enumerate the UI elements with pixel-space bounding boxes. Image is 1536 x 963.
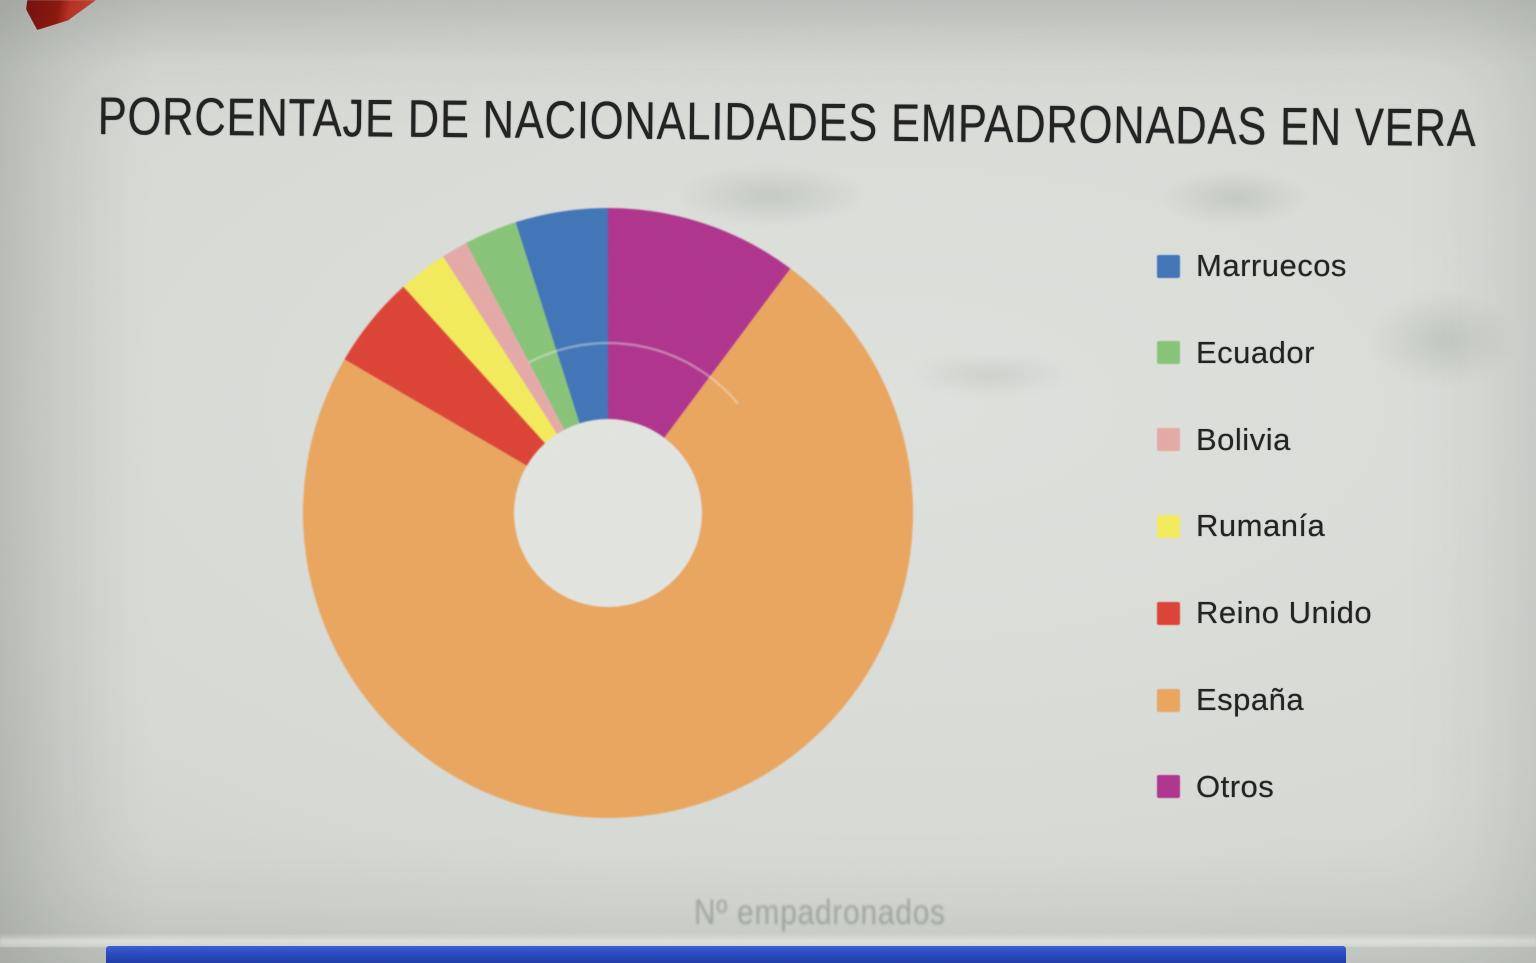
bleed-through-smudge [1160, 170, 1310, 225]
legend-label: Bolivia [1196, 421, 1291, 457]
bleed-through-smudge [1368, 292, 1518, 387]
photo-bottom-light-band [0, 933, 1536, 947]
legend-label: Rumanía [1196, 508, 1326, 544]
bleed-through-ghost-text: Nº empadronados [694, 893, 946, 932]
legend-item-marruecos: Marruecos [1157, 240, 1347, 292]
legend-label: España [1196, 682, 1305, 717]
bottom-blue-bar [106, 946, 1346, 963]
legend-swatch-reino-unido [1157, 601, 1180, 625]
legend-label: Reino Unido [1196, 595, 1373, 631]
legend-item-otros: Otros [1157, 761, 1274, 813]
legend-swatch-marruecos [1157, 254, 1180, 278]
legend-item-ecuador: Ecuador [1157, 327, 1315, 379]
chart-title: PORCENTAJE DE NACIONALIDADES EMPADRONADA… [97, 86, 1477, 159]
legend-item-bolivia: Bolivia [1157, 414, 1291, 466]
legend-item-reino-unido: Reino Unido [1157, 587, 1372, 639]
legend-swatch-otros [1157, 775, 1180, 799]
donut-chart [303, 207, 914, 818]
bleed-through-smudge [905, 352, 1075, 397]
legend-swatch-ecuador [1157, 341, 1180, 365]
legend-swatch-espa-a [1157, 688, 1180, 712]
legend-swatch-bolivia [1157, 428, 1180, 452]
legend-item-espa-a: España [1157, 674, 1304, 726]
legend-swatch-ruman-a [1157, 514, 1180, 538]
red-corner-ribbon-artifact [26, 0, 96, 30]
legend-label: Marruecos [1196, 248, 1347, 283]
legend-label: Ecuador [1196, 334, 1315, 370]
legend-label: Otros [1196, 768, 1275, 804]
legend-item-ruman-a: Rumanía [1157, 500, 1325, 552]
